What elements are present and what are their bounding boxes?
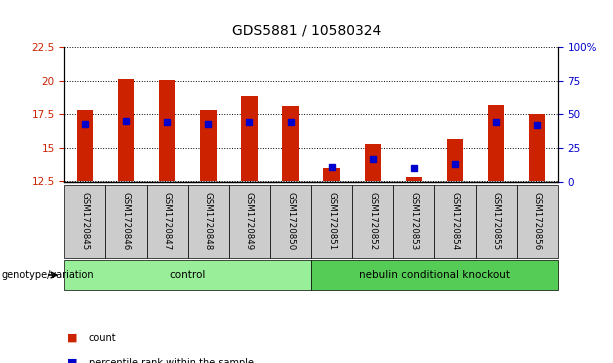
Bar: [517, 185, 558, 258]
Bar: [476, 185, 517, 258]
Bar: [64, 185, 105, 258]
Text: nebulin conditional knockout: nebulin conditional knockout: [359, 270, 510, 280]
Text: genotype/variation: genotype/variation: [1, 270, 94, 280]
Bar: [311, 185, 352, 258]
Text: GSM1720856: GSM1720856: [533, 192, 542, 250]
Bar: [270, 185, 311, 258]
Text: GSM1720851: GSM1720851: [327, 192, 336, 250]
Text: GSM1720847: GSM1720847: [162, 192, 172, 250]
Text: percentile rank within the sample: percentile rank within the sample: [89, 358, 254, 363]
Bar: [241, 95, 257, 182]
Text: GSM1720855: GSM1720855: [492, 192, 501, 250]
Text: GDS5881 / 10580324: GDS5881 / 10580324: [232, 24, 381, 38]
Bar: [311, 260, 558, 290]
Text: GSM1720854: GSM1720854: [451, 192, 460, 250]
Text: GSM1720850: GSM1720850: [286, 192, 295, 250]
Bar: [352, 185, 394, 258]
Bar: [324, 168, 340, 182]
Bar: [118, 79, 134, 182]
Text: GSM1720852: GSM1720852: [368, 192, 377, 250]
Bar: [488, 105, 504, 182]
Text: GSM1720846: GSM1720846: [121, 192, 131, 250]
Bar: [435, 185, 476, 258]
Text: ■: ■: [67, 358, 78, 363]
Text: GSM1720853: GSM1720853: [409, 192, 419, 250]
Bar: [365, 144, 381, 182]
Bar: [159, 80, 175, 182]
Bar: [64, 260, 311, 290]
Bar: [394, 185, 435, 258]
Bar: [229, 185, 270, 258]
Text: count: count: [89, 333, 116, 343]
Bar: [147, 185, 188, 258]
Text: GSM1720848: GSM1720848: [204, 192, 213, 250]
Bar: [283, 106, 299, 182]
Text: GSM1720845: GSM1720845: [80, 192, 89, 250]
Bar: [406, 178, 422, 182]
Bar: [188, 185, 229, 258]
Bar: [447, 139, 463, 182]
Text: GSM1720849: GSM1720849: [245, 192, 254, 250]
Bar: [105, 185, 147, 258]
Bar: [77, 110, 93, 182]
Text: ■: ■: [67, 333, 78, 343]
Bar: [529, 114, 546, 182]
Text: control: control: [170, 270, 206, 280]
Bar: [200, 110, 216, 182]
